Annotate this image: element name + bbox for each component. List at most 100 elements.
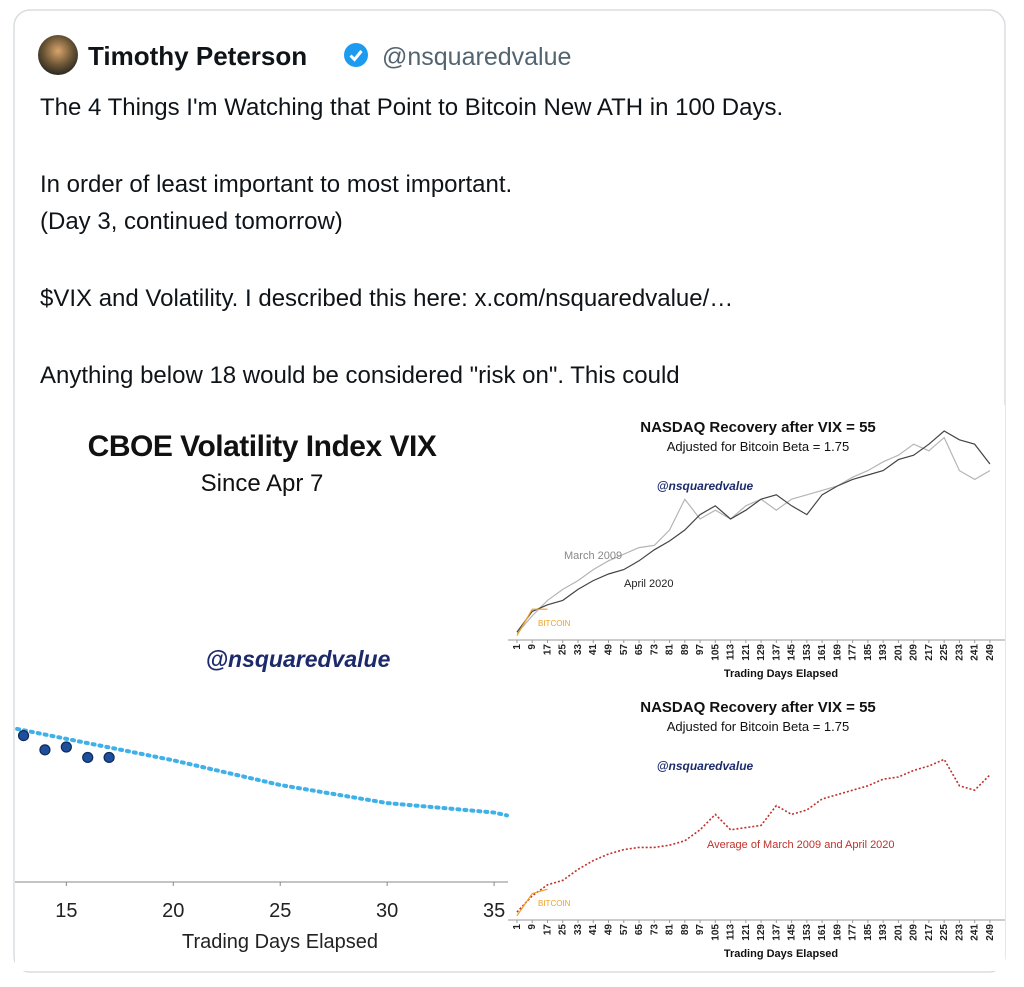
series-label: April 2020 xyxy=(624,578,674,590)
data-point xyxy=(60,741,72,753)
chart-title: NASDAQ Recovery after VIX = 55 xyxy=(640,699,876,716)
series-label: BITCOIN xyxy=(538,899,571,908)
x-tick-label: 225 xyxy=(939,924,950,941)
tweet-line: In order of least important to most impo… xyxy=(40,171,512,198)
x-tick-label: 57 xyxy=(619,924,630,936)
x-tick-label: 30 xyxy=(376,900,398,922)
tweet-line: $VIX and Volatility. I described this he… xyxy=(40,285,733,312)
series-line xyxy=(516,758,991,913)
x-tick-label: 161 xyxy=(817,644,828,661)
x-tick-label: 249 xyxy=(985,644,996,661)
x-tick-label: 105 xyxy=(710,924,721,941)
x-tick-label: 241 xyxy=(970,644,981,661)
x-tick-label: 177 xyxy=(848,924,859,941)
x-tick-label: 33 xyxy=(573,924,584,936)
tweet-line: (Day 3, continued tomorrow) xyxy=(40,208,343,235)
x-tick-label: 209 xyxy=(909,644,920,661)
x-tick-label: 49 xyxy=(604,924,615,936)
x-tick-label: 185 xyxy=(863,644,874,661)
media[interactable]: CBOE Volatility Index VIX Since Apr 7 @nsq… xyxy=(15,405,1005,971)
x-tick-label: 25 xyxy=(558,924,569,936)
media-bg xyxy=(15,405,1005,971)
x-tick-label: 233 xyxy=(954,644,965,661)
x-tick-label: 193 xyxy=(878,644,889,661)
chart-title: CBOE Volatility Index VIX xyxy=(88,430,437,463)
tweet-line: The 4 Things I'm Watching that Point to … xyxy=(40,94,783,121)
x-tick-label: 177 xyxy=(848,644,859,661)
x-tick-label: 65 xyxy=(634,924,645,936)
x-tick-label: 41 xyxy=(588,924,599,936)
x-tick-label: 73 xyxy=(649,644,660,656)
x-tick-label: 15 xyxy=(55,900,77,922)
x-tick-label: 129 xyxy=(756,924,767,941)
x-tick-label: 81 xyxy=(665,644,676,656)
x-tick-label: 209 xyxy=(909,924,920,941)
series-label: Average of March 2009 and April 2020 xyxy=(707,839,895,851)
x-axis-label: Trading Days Elapsed xyxy=(182,931,378,953)
series-line xyxy=(516,436,991,634)
trend-line xyxy=(15,726,509,818)
x-tick-label: 17 xyxy=(542,924,553,936)
x-tick-label: 81 xyxy=(665,924,676,936)
x-tick-label: 113 xyxy=(726,924,737,941)
x-tick-label: 121 xyxy=(741,644,752,661)
x-tick-label: 25 xyxy=(558,644,569,656)
x-tick-label: 241 xyxy=(970,924,981,941)
x-tick-label: 145 xyxy=(787,924,798,941)
chart-subtitle: Since Apr 7 xyxy=(201,470,324,497)
x-tick-label: 113 xyxy=(726,644,737,661)
series-label: BITCOIN xyxy=(538,619,571,628)
chart-subtitle: Adjusted for Bitcoin Beta = 1.75 xyxy=(667,439,849,454)
x-tick-label: 1 xyxy=(512,644,523,650)
data-point xyxy=(39,744,51,756)
x-tick-label: 89 xyxy=(680,924,691,936)
x-tick-label: 105 xyxy=(710,644,721,661)
author-name[interactable]: Timothy Peterson xyxy=(88,41,307,71)
x-tick-label: 161 xyxy=(817,924,828,941)
x-tick-label: 97 xyxy=(695,644,706,656)
x-tick-label: 49 xyxy=(604,644,615,656)
x-tick-label: 97 xyxy=(695,924,706,936)
x-tick-label: 153 xyxy=(802,924,813,941)
x-tick-label: 201 xyxy=(893,924,904,941)
x-tick-label: 249 xyxy=(985,924,996,941)
x-tick-label: 57 xyxy=(619,644,630,656)
x-tick-label: 33 xyxy=(573,644,584,656)
data-point xyxy=(82,751,94,764)
x-tick-label: 121 xyxy=(741,924,752,941)
x-tick-label: 137 xyxy=(771,924,782,941)
x-tick-label: 169 xyxy=(832,644,843,661)
x-tick-label: 9 xyxy=(527,644,538,650)
x-tick-label: 129 xyxy=(756,644,767,661)
author-handle[interactable]: @nsquaredvalue xyxy=(382,43,571,71)
series-line xyxy=(516,608,548,636)
x-tick-label: 17 xyxy=(542,644,553,656)
x-axis-label: Trading Days Elapsed xyxy=(724,948,838,960)
x-tick-label: 20 xyxy=(162,900,184,922)
x-tick-label: 35 xyxy=(483,900,505,922)
x-tick-label: 65 xyxy=(634,644,645,656)
series-label: March 2009 xyxy=(564,550,622,562)
x-tick-label: 145 xyxy=(787,644,798,661)
x-tick-label: 193 xyxy=(878,924,889,941)
watermark: @nsquaredvalue xyxy=(657,759,754,773)
watermark: @nsquaredvalue xyxy=(657,479,754,493)
x-tick-label: 217 xyxy=(924,644,935,661)
x-tick-label: 225 xyxy=(939,644,950,661)
verified-badge xyxy=(344,43,368,67)
chart-subtitle: Adjusted for Bitcoin Beta = 1.75 xyxy=(667,719,849,734)
tweet-text: The 4 Things I'm Watching that Point to … xyxy=(40,94,783,389)
x-tick-label: 185 xyxy=(863,924,874,941)
x-tick-label: 233 xyxy=(954,924,965,941)
x-tick-label: 153 xyxy=(802,644,813,661)
x-axis-label: Trading Days Elapsed xyxy=(724,668,838,680)
x-tick-label: 137 xyxy=(771,644,782,661)
x-tick-label: 9 xyxy=(527,924,538,930)
watermark: @nsquaredvalue xyxy=(206,646,391,672)
x-tick-label: 89 xyxy=(680,644,691,656)
series-line xyxy=(516,888,548,916)
x-tick-label: 169 xyxy=(832,924,843,941)
avatar[interactable] xyxy=(38,35,78,75)
